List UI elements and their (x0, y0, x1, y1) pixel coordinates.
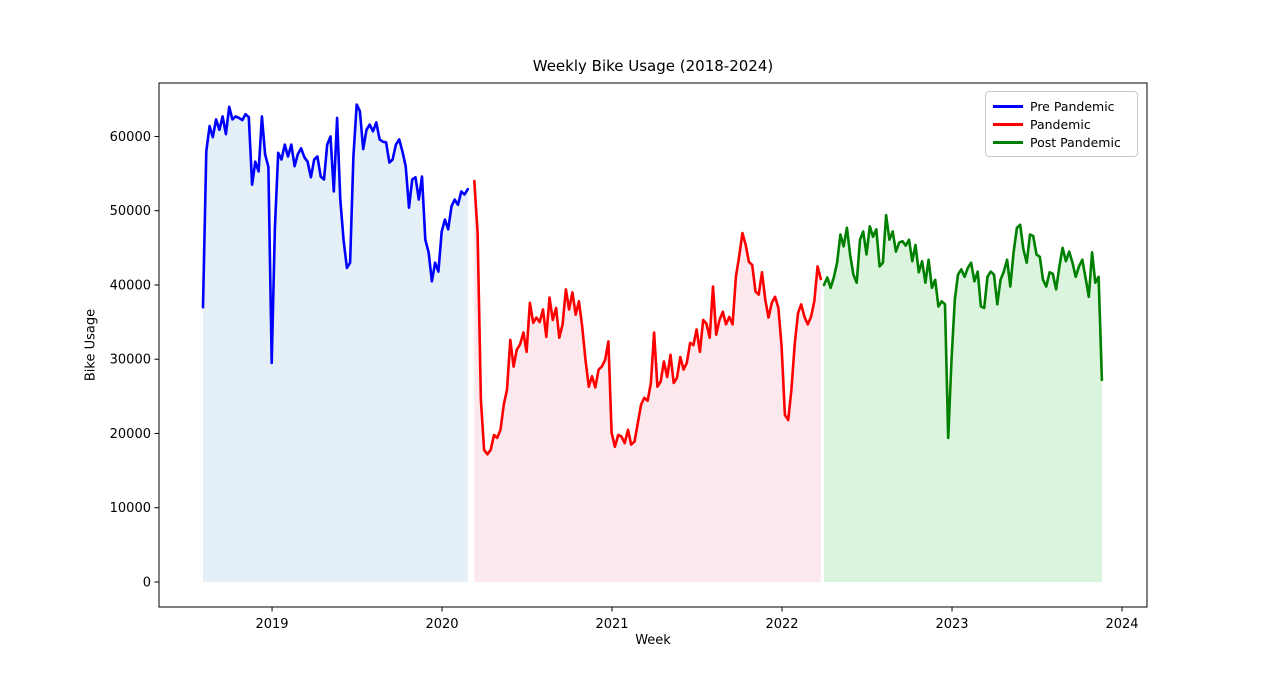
series-fill-pandemic (474, 181, 821, 582)
legend-line-swatch (993, 104, 1023, 108)
y-tick-label: 50000 (110, 204, 151, 219)
y-tick-label: 20000 (110, 427, 151, 442)
x-tick-label: 2019 (255, 617, 288, 632)
y-tick-label: 30000 (110, 353, 151, 368)
y-axis-label: Bike Usage (83, 308, 99, 382)
legend-label: Pre Pandemic (1030, 98, 1115, 114)
x-tick-label: 2021 (595, 617, 628, 632)
legend-line-swatch (993, 122, 1023, 126)
legend-item-pre-pandemic: Pre Pandemic (993, 97, 1129, 115)
x-axis-label: Week (635, 633, 671, 648)
x-tick-label: 2020 (425, 617, 458, 632)
legend-item-post-pandemic: Post Pandemic (993, 133, 1129, 151)
series-line-pandemic (473, 179, 823, 456)
series-line-post-pandemic (822, 213, 1104, 440)
y-tick-label: 40000 (110, 278, 151, 293)
legend-item-pandemic: Pandemic (993, 115, 1129, 133)
chart-title: Weekly Bike Usage (2018-2024) (532, 57, 774, 75)
series-line-pre-pandemic (201, 103, 470, 365)
y-tick-label: 10000 (110, 501, 151, 516)
plot-spines (158, 82, 1148, 608)
x-tick-label: 2024 (1105, 617, 1138, 632)
y-tick-label: 0 (143, 575, 151, 590)
x-tick-label: 2022 (765, 617, 798, 632)
legend: Pre Pandemic Pandemic Post Pandemic (985, 91, 1138, 157)
legend-label: Pandemic (1030, 116, 1091, 132)
x-tick-label: 2023 (935, 617, 968, 632)
legend-line-swatch (993, 140, 1023, 144)
series-fill-post-pandemic (824, 215, 1102, 582)
legend-label: Post Pandemic (1030, 134, 1121, 150)
y-tick-label: 60000 (110, 130, 151, 145)
